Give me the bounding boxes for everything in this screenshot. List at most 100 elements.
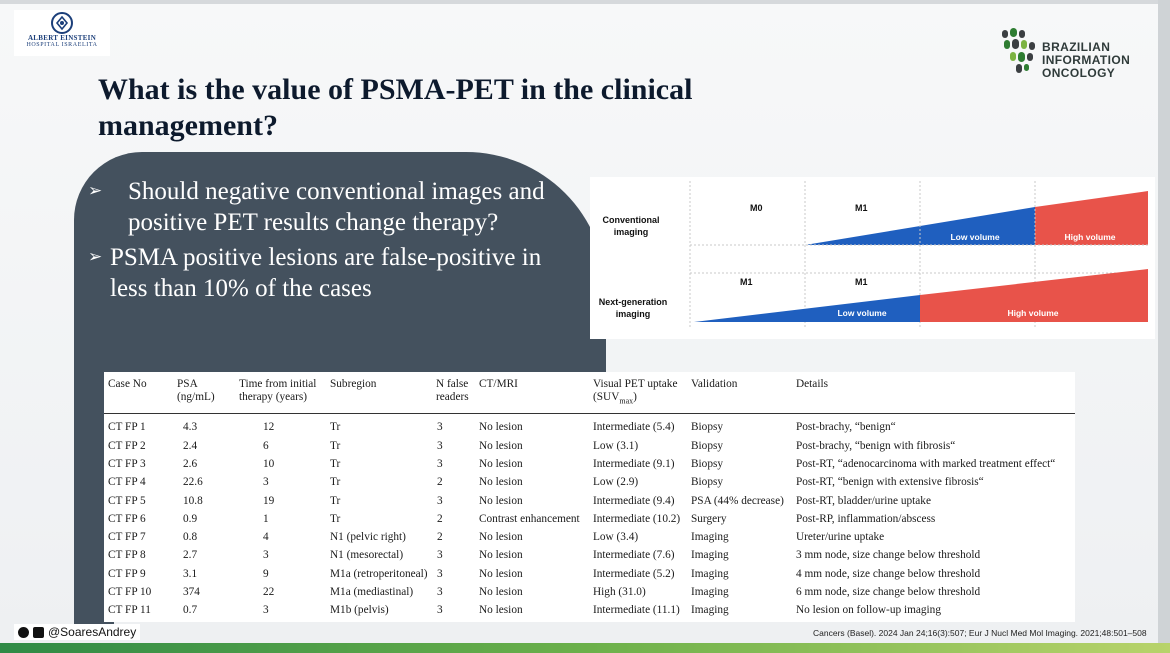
- table-cell: High (31.0): [593, 586, 646, 599]
- row1-high-volume-wedge: [1035, 191, 1148, 245]
- table-cell: 19: [263, 494, 275, 507]
- table-cell: 3: [437, 457, 443, 470]
- table-row: CT FP 10 374 22 M1a (mediastinal) 3 No lesion…: [104, 583, 1075, 601]
- table-row: CT FP 4 22.6 3 Tr 2 No lesion Low (2.9) Biopsy P…: [104, 473, 1075, 491]
- table-cell: 9: [263, 567, 269, 580]
- row2-high-volume-wedge: [920, 269, 1148, 322]
- table-cell: No lesion: [479, 494, 523, 507]
- logo-left-line1: ALBERT EINSTEIN: [27, 34, 97, 42]
- table-cell: PSA (44% decrease): [691, 494, 784, 507]
- table-cell: Post-RP, inflammation/abscess: [796, 512, 936, 525]
- table-cell: 374: [183, 586, 200, 599]
- brazilian-information-oncology-logo: BRAZILIAN INFORMATION ONCOLOGY: [1000, 24, 1150, 82]
- table-cell: Low (3.1): [593, 439, 639, 452]
- table-cell: 3: [437, 439, 443, 452]
- table-cell: 4 mm node, size change below threshold: [796, 567, 981, 580]
- col-header-subregion: Subregion: [326, 376, 432, 415]
- row1-stage-a: M0: [750, 203, 763, 213]
- table-row: CT FP 1 4.3 12 Tr 3 No lesion Intermediate (5.…: [104, 414, 1075, 437]
- table-cell: 6 mm node, size change below threshold: [796, 586, 981, 599]
- table-cell: Post-RT, “adenocarcinoma with marked tre…: [796, 457, 1056, 470]
- row2-high-volume-label: High volume: [1007, 308, 1058, 318]
- table-cell: CT FP 10: [108, 586, 152, 599]
- row1-high-volume-label: High volume: [1064, 232, 1115, 242]
- row2-label-line2: imaging: [616, 309, 651, 319]
- table-cell: CT FP 5: [108, 494, 146, 507]
- table-cell: 2: [437, 512, 443, 525]
- col-header-validation: Validation: [687, 376, 792, 415]
- table-cell: CT FP 3: [108, 457, 146, 470]
- row2-label-line1: Next-generation: [599, 297, 668, 307]
- table-cell: No lesion on follow-up imaging: [796, 604, 941, 617]
- col-header-ct-mri: CT/MRI: [475, 376, 589, 415]
- table-cell: M1b (pelvis): [330, 604, 389, 617]
- table-cell: M1a (mediastinal): [330, 586, 414, 599]
- table-cell: No lesion: [479, 439, 523, 452]
- logo-left-line2: HOSPITAL ISRAELITA: [26, 42, 98, 48]
- logo-right-line3: ONCOLOGY: [1042, 66, 1116, 80]
- col-header-time: Time from initial therapy (years): [235, 376, 326, 415]
- table-row: CT FP 2 2.4 6 Tr 3 No lesion Low (3.1) Biopsy Po…: [104, 437, 1075, 455]
- table-cell: 3.1: [183, 567, 198, 580]
- table-cell: CT FP 11: [108, 604, 151, 617]
- slide-title: What is the value of PSMA-PET in the cli…: [98, 73, 693, 142]
- staging-diagram-svg: Conventional imaging M0 M1 Low volume Hi…: [599, 181, 1148, 329]
- einstein-emblem-icon: [51, 12, 73, 34]
- table-cell: M1a (retroperitoneal): [330, 567, 428, 580]
- bullet-item: ➢ Should negative conventional images an…: [88, 176, 558, 238]
- table-row: CT FP 6 0.9 1 Tr 2 Contrast enhancement Interm…: [104, 510, 1075, 528]
- table-cell: 6: [263, 439, 269, 452]
- table-cell: Post-RT, bladder/urine uptake: [796, 494, 931, 507]
- row1-label-line2: imaging: [614, 227, 649, 237]
- table-cell: Contrast enhancement: [479, 512, 580, 525]
- col-header-case-no: Case No: [104, 376, 173, 415]
- table-cell: Intermediate (9.1): [593, 457, 675, 470]
- col-header-pet-uptake: Visual PET uptake (SUVmax): [589, 376, 687, 415]
- table-cell: Imaging: [691, 531, 729, 544]
- arrow-bullet-icon: ➢: [88, 247, 103, 267]
- row2-stage-b: M1: [855, 277, 868, 287]
- table-cell: CT FP 2: [108, 439, 146, 452]
- table-cell: 10: [263, 457, 275, 470]
- arrow-bullet-icon: ➢: [88, 181, 103, 201]
- table-cell: No lesion: [479, 549, 523, 562]
- citation-text: Cancers (Basel). 2024 Jan 24;16(3):507; …: [813, 628, 1147, 638]
- logo-right-line1: BRAZILIAN: [1042, 40, 1111, 54]
- table-cell: CT FP 9: [108, 567, 146, 580]
- table-cell: Post-brachy, “benign“: [796, 421, 896, 434]
- table-cell: Biopsy: [691, 476, 724, 489]
- social-handle: @SoaresAndrey: [14, 624, 141, 640]
- table-cell: 0.8: [183, 531, 198, 544]
- table-body: CT FP 1 4.3 12 Tr 3 No lesion Intermediate (5.…: [104, 414, 1075, 620]
- row2-low-volume-wedge: [694, 295, 920, 322]
- table-cell: N1 (pelvic right): [330, 531, 406, 544]
- table-cell: Low (2.9): [593, 476, 639, 489]
- table-cell: 3: [437, 604, 443, 617]
- row1-label-line1: Conventional: [602, 215, 659, 225]
- table-cell: CT FP 1: [108, 421, 146, 434]
- row2-stage-a: M1: [740, 277, 753, 287]
- table-cell: No lesion: [479, 604, 523, 617]
- table-cell: Intermediate (9.4): [593, 494, 675, 507]
- row2-low-volume-label: Low volume: [837, 308, 886, 318]
- table-cell: 3: [437, 586, 443, 599]
- table-row: CT FP 5 10.8 19 Tr 3 No lesion Intermediate (9…: [104, 491, 1075, 509]
- table-cell: 3: [263, 549, 269, 562]
- table-cell: 3: [263, 604, 269, 617]
- table-cell: 4: [263, 531, 269, 544]
- table-cell: No lesion: [479, 457, 523, 470]
- false-positive-table-panel: Case No PSA (ng/mL) Time from initial the…: [104, 372, 1075, 622]
- frame-top-border: [0, 0, 1170, 4]
- table-cell: Biopsy: [691, 421, 724, 434]
- table-cell: 0.7: [183, 604, 198, 617]
- table-cell: Imaging: [691, 567, 729, 580]
- table-cell: No lesion: [479, 421, 523, 434]
- false-positive-table: Case No PSA (ng/mL) Time from initial the…: [104, 376, 1075, 620]
- social-handle-text: @SoaresAndrey: [48, 625, 137, 639]
- table-cell: 22: [263, 586, 275, 599]
- table-row: CT FP 11 0.7 3 M1b (pelvis) 3 No lesion Interm…: [104, 601, 1075, 619]
- table-cell: Surgery: [691, 512, 727, 525]
- table-cell: Imaging: [691, 549, 729, 562]
- table-cell: No lesion: [479, 476, 523, 489]
- table-cell: 3: [437, 549, 443, 562]
